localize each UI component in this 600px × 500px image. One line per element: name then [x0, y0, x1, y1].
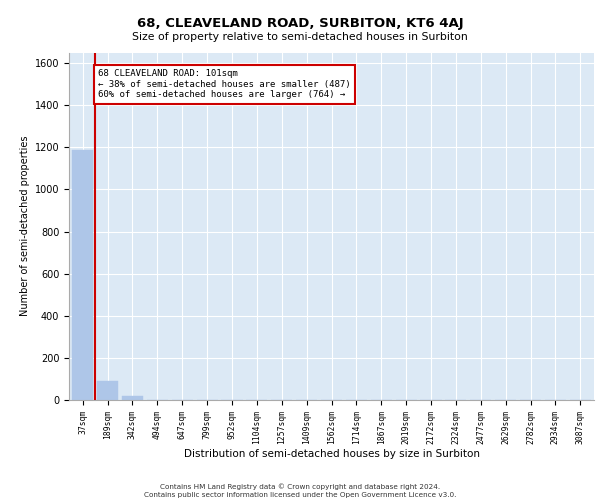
- Text: 68 CLEAVELAND ROAD: 101sqm
← 38% of semi-detached houses are smaller (487)
60% o: 68 CLEAVELAND ROAD: 101sqm ← 38% of semi…: [98, 70, 351, 99]
- Text: Contains HM Land Registry data © Crown copyright and database right 2024.
Contai: Contains HM Land Registry data © Crown c…: [144, 484, 456, 498]
- Text: 68, CLEAVELAND ROAD, SURBITON, KT6 4AJ: 68, CLEAVELAND ROAD, SURBITON, KT6 4AJ: [137, 18, 463, 30]
- Bar: [122, 396, 143, 400]
- Text: Size of property relative to semi-detached houses in Surbiton: Size of property relative to semi-detach…: [132, 32, 468, 42]
- Bar: [72, 150, 93, 400]
- Y-axis label: Number of semi-detached properties: Number of semi-detached properties: [20, 136, 31, 316]
- Bar: [97, 381, 118, 400]
- X-axis label: Distribution of semi-detached houses by size in Surbiton: Distribution of semi-detached houses by …: [184, 450, 479, 460]
